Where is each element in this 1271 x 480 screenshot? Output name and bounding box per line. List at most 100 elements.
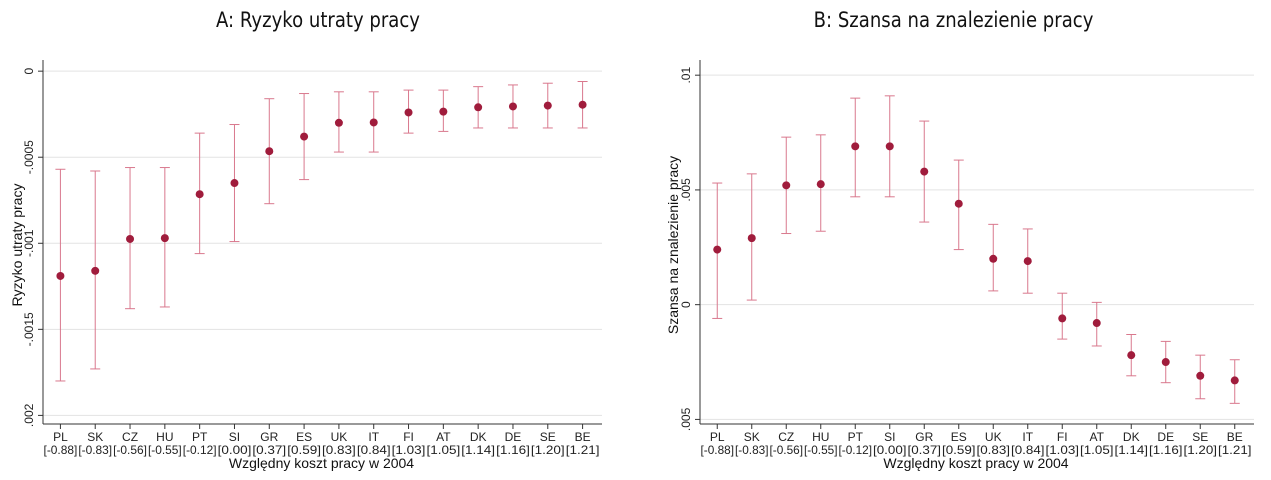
- x-tick-label-a: HU: [156, 430, 173, 444]
- x-tick-label-b: UK: [985, 430, 1002, 444]
- y-axis-title-a: Ryzyko utraty pracy: [9, 184, 25, 307]
- x-tick-label-a: DE: [505, 430, 522, 444]
- x-tick-value-b: [1.05]: [1080, 443, 1114, 457]
- point-gr-b: [920, 167, 929, 176]
- x-tick-value-a: [1.20]: [531, 443, 565, 457]
- chart-panel-a: A: Ryzyko utraty pracy 0 -.0005 -.001 -.001…: [9, 8, 602, 471]
- x-tick-value-a: [1.03]: [392, 443, 426, 457]
- y-tick-label-a: .002: [22, 403, 36, 427]
- point-be-a: [578, 100, 587, 109]
- x-tick-value-b: [0.37]: [908, 443, 942, 457]
- x-tick-label-a: IT: [368, 430, 379, 444]
- x-tick-value-a: [-0.88]: [44, 443, 78, 457]
- point-es-b: [954, 199, 963, 208]
- y-tick-label-b: .01: [679, 67, 693, 84]
- x-tick-value-b: [-0.12]: [839, 443, 873, 457]
- point-uk-a: [334, 118, 343, 127]
- x-tick-value-b: [1.16]: [1149, 443, 1183, 457]
- point-se-b: [1196, 371, 1205, 380]
- point-at-a: [439, 107, 448, 116]
- x-tick-label-b: SE: [1192, 430, 1208, 444]
- x-tick-value-b: [0.59]: [942, 443, 976, 457]
- point-se-a: [543, 101, 552, 110]
- point-sk-b: [747, 234, 756, 243]
- x-tick-value-a: [0.59]: [287, 443, 321, 457]
- x-tick-value-a: [0.83]: [322, 443, 356, 457]
- point-de-a: [508, 102, 517, 111]
- x-tick-label-a: SI: [229, 430, 240, 444]
- x-tick-label-b: IT: [1022, 430, 1033, 444]
- point-de-b: [1161, 358, 1170, 367]
- x-tick-label-b: PT: [848, 430, 864, 444]
- x-tick-label-a: UK: [331, 430, 348, 444]
- point-pl-b: [713, 245, 722, 254]
- x-tick-label-a: PL: [53, 430, 68, 444]
- point-es-a: [300, 132, 309, 141]
- x-tick-label-b: GR: [915, 430, 933, 444]
- x-tick-value-a: [0.84]: [357, 443, 391, 457]
- x-axis-title-a: Względny koszt pracy w 2004: [229, 455, 414, 471]
- x-tick-value-b: [0.84]: [1011, 443, 1045, 457]
- point-at-b: [1092, 319, 1101, 328]
- x-tick-value-a: [0.37]: [252, 443, 286, 457]
- x-tick-value-b: [1.21]: [1218, 443, 1252, 457]
- point-fi-b: [1058, 314, 1067, 323]
- point-si-a: [230, 179, 239, 188]
- x-tick-label-b: ES: [951, 430, 967, 444]
- point-pt-a: [195, 190, 204, 199]
- y-axis-title-b: Szansa na znalezienie pracy: [665, 156, 681, 334]
- x-tick-value-b: [-0.55]: [804, 443, 838, 457]
- x-tick-label-a: SK: [87, 430, 103, 444]
- x-tick-label-a: AT: [436, 430, 451, 444]
- x-tick-label-b: CZ: [778, 430, 794, 444]
- point-dk-b: [1127, 351, 1136, 360]
- chart-a-svg: 0 -.0005 -.001 -.0015 .002 PL[-0.88] SK[-0.83]…: [9, 60, 602, 471]
- x-tick-label-b: AT: [1090, 430, 1105, 444]
- x-tick-label-a: GR: [260, 430, 278, 444]
- x-tick-value-b: [1.03]: [1046, 443, 1080, 457]
- x-tick-value-b: [0.83]: [977, 443, 1011, 457]
- x-tick-label-b: DK: [1123, 430, 1140, 444]
- y-tick-label-a: -.0005: [22, 140, 36, 174]
- x-tick-value-b: [-0.56]: [770, 443, 804, 457]
- x-tick-value-a: [1.14]: [461, 443, 495, 457]
- point-fi-a: [404, 108, 413, 117]
- point-hu-b: [816, 180, 825, 189]
- x-tick-label-b: SK: [744, 430, 760, 444]
- point-cz-a: [126, 234, 135, 243]
- x-tick-label-a: FI: [403, 430, 414, 444]
- point-be-b: [1230, 376, 1239, 385]
- y-tick-label-b: .005: [679, 178, 693, 202]
- x-tick-label-a: SE: [540, 430, 556, 444]
- point-it-b: [1023, 257, 1032, 266]
- point-pt-b: [851, 142, 860, 151]
- chart-title-a: A: Ryzyko utraty pracy: [215, 8, 420, 32]
- x-tick-label-b: PL: [710, 430, 725, 444]
- y-tick-label-a: 0: [22, 68, 36, 75]
- x-tick-value-a: [-0.83]: [78, 443, 112, 457]
- x-tick-value-a: [1.16]: [496, 443, 530, 457]
- x-tick-value-a: [-0.56]: [113, 443, 147, 457]
- point-sk-a: [91, 266, 100, 275]
- point-hu-a: [160, 234, 169, 243]
- y-tick-label-a: -.0015: [22, 312, 36, 346]
- x-axis-title-b: Względny koszt pracy w 2004: [883, 455, 1068, 471]
- x-tick-label-a: CZ: [122, 430, 138, 444]
- x-tick-label-a: PT: [192, 430, 208, 444]
- x-tick-value-a: [-0.55]: [148, 443, 182, 457]
- y-tick-label-b: .005: [679, 407, 693, 431]
- chart-title-b: B: Szansa na znalezienie pracy: [813, 8, 1094, 32]
- x-tick-label-b: SI: [884, 430, 895, 444]
- x-tick-value-a: [1.05]: [426, 443, 460, 457]
- x-tick-value-b: [0.00]: [873, 443, 907, 457]
- x-tick-label-b: BE: [1227, 430, 1243, 444]
- x-tick-value-b: [-0.88]: [701, 443, 735, 457]
- x-tick-label-b: DE: [1157, 430, 1174, 444]
- chart-b-svg: .01 .005 0 .005 PL[-0.88] SK[-0.83] CZ[-0.56] H…: [665, 60, 1254, 471]
- x-tick-label-a: BE: [575, 430, 591, 444]
- x-tick-value-b: [1.14]: [1115, 443, 1149, 457]
- point-dk-a: [474, 103, 483, 112]
- point-uk-b: [989, 254, 998, 263]
- point-cz-b: [782, 181, 791, 190]
- x-tick-value-b: [-0.83]: [735, 443, 769, 457]
